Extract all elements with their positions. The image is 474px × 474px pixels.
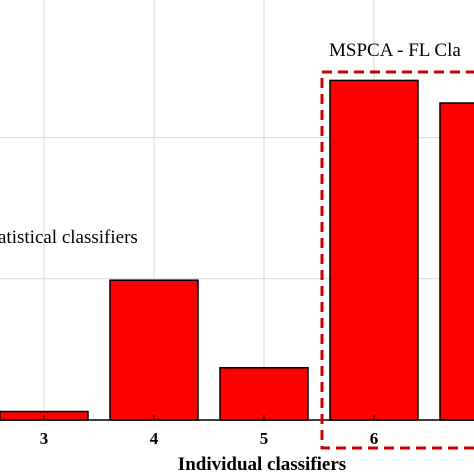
x-tick-labels: 3 4 5 6 bbox=[40, 415, 379, 448]
highlight-box bbox=[320, 70, 474, 450]
bar-series bbox=[0, 79, 474, 421]
annotation-mspca-fl: MSPCA - FL Cla bbox=[329, 40, 461, 61]
x-tick-label-6: 6 bbox=[370, 429, 379, 448]
bar-6 bbox=[329, 79, 419, 421]
x-tick-label-4: 4 bbox=[150, 429, 159, 448]
grid-lines bbox=[0, 0, 474, 420]
x-axis-label: Individual classifiers bbox=[178, 454, 346, 474]
x-tick-label-5: 5 bbox=[260, 429, 269, 448]
x-tick-label-3: 3 bbox=[40, 429, 49, 448]
bar-7 bbox=[439, 102, 474, 421]
bar-5 bbox=[219, 367, 309, 421]
annotation-statistical-classifiers: atistical classifiers bbox=[0, 227, 138, 248]
bar-4 bbox=[109, 279, 199, 421]
